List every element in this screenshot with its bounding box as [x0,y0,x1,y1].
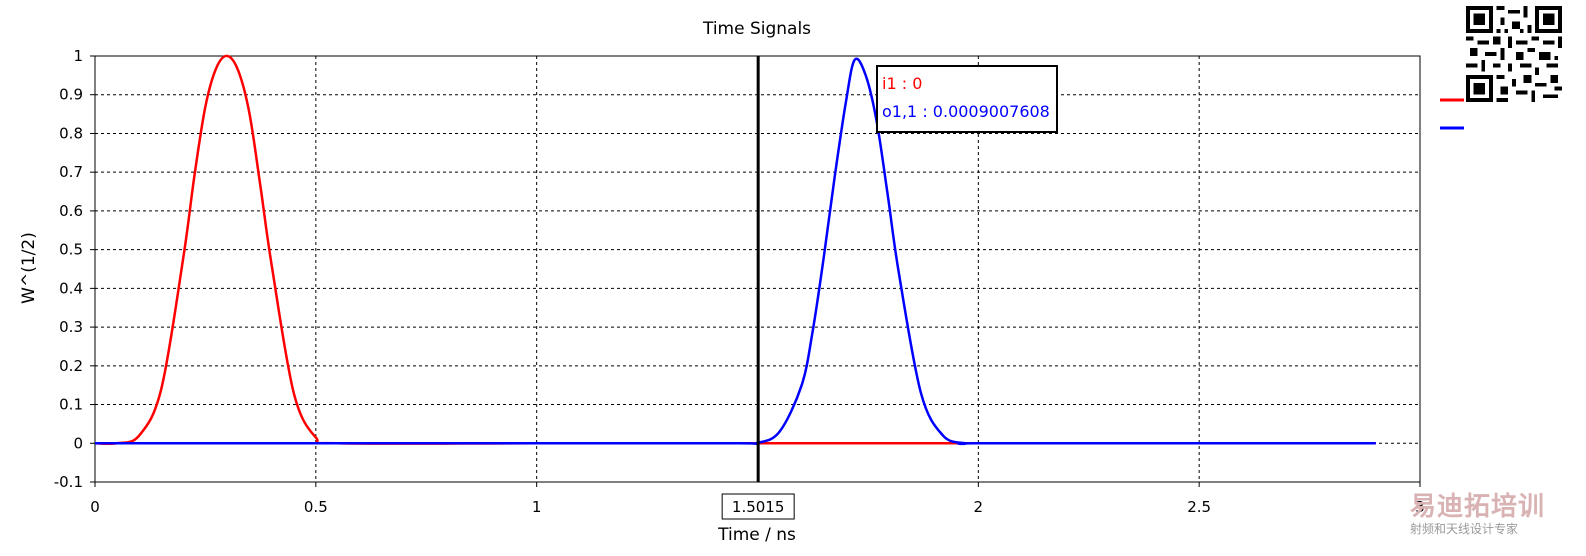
y-tick-label: 0.2 [59,357,83,375]
y-tick-label: 0.4 [59,279,83,297]
y-tick-label: 0.9 [59,86,83,104]
y-tick-label: 0.8 [59,124,83,142]
cursor-x-label: 1.5015 [732,498,785,516]
y-tick-label: 1 [73,47,83,65]
y-tick-label: 0.7 [59,163,83,181]
x-tick-label: 3 [1415,498,1425,516]
cursor[interactable]: 1.5015 i1 : 0 o1,1 : 0.0009007608 [721,56,1058,520]
y-tick-label: 0.1 [59,396,83,414]
x-tick-label: 1 [532,498,542,516]
y-axis-label: W^(1/2) [19,232,39,304]
cursor-x-box [721,493,795,520]
cursor-readout-1: i1 : 0 [882,74,922,93]
x-tick-label: 0.5 [304,498,328,516]
y-tick-label: 0.3 [59,318,83,336]
x-tick-label: 0 [90,498,100,516]
x-axis-label: Time / ns [717,525,796,545]
watermark-main-text: 易迪拓培训 [1410,492,1546,522]
chart-title: Time Signals [702,19,811,39]
watermark-logo: 易迪拓培训 射频和天线设计专家 [1410,492,1580,536]
y-tick-label: 0.6 [59,202,83,220]
watermark-sub-text: 射频和天线设计专家 [1410,522,1519,536]
y-tick-label: 0 [73,434,83,452]
qr-code-image [1466,6,1562,102]
legend [1440,98,1464,130]
cursor-readout-2: o1,1 : 0.0009007608 [882,102,1050,121]
cursor-readout-box [876,65,1058,133]
y-tick-label: -0.1 [54,473,83,491]
series-line-2 [95,57,1376,446]
ticks: -0.1 0 0.1 0.2 0.3 0.4 0.5 0.6 0.7 0.8 0.9 1 0 0.5 1 2 2… [54,47,1425,516]
y-tick-label: 0.5 [59,241,83,259]
x-tick-label: 2.5 [1187,498,1211,516]
x-tick-label: 2 [974,498,984,516]
